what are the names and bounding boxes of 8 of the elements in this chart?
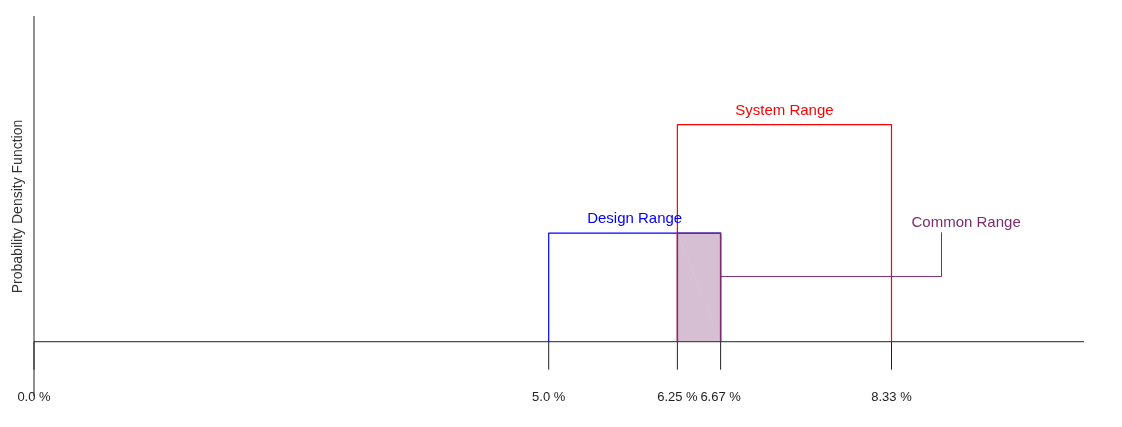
x-tick-label: 6.67 %	[700, 388, 742, 404]
x-tick-label: 0.0 %	[17, 388, 52, 404]
x-tick-label: 8.33 %	[871, 388, 913, 404]
x-tick-label: 6.25 %	[657, 388, 699, 404]
text: Common Range	[911, 213, 1021, 231]
y-axis-title: Probability Density Function	[8, 119, 25, 294]
x-tick-label: 5.0 %	[532, 388, 566, 404]
series-label: System Range	[735, 100, 834, 118]
